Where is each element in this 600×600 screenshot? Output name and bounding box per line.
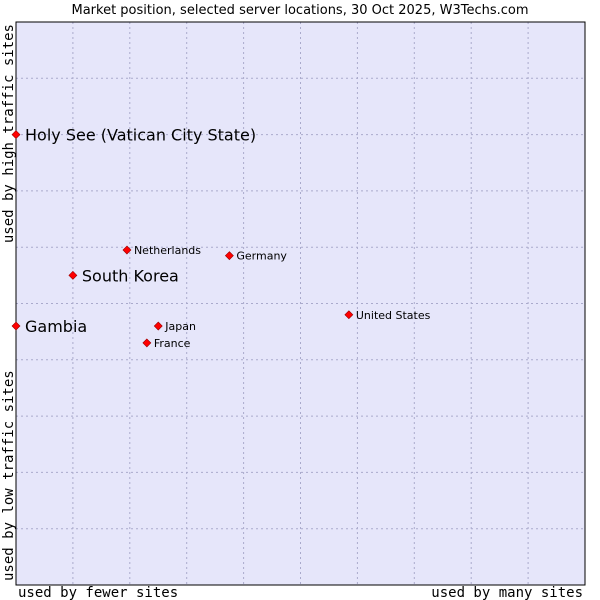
point-label-south-korea: South Korea [82,266,179,285]
point-label-france: France [154,337,191,350]
point-marker-france [142,338,152,348]
chart-title: Market position, selected server locatio… [71,3,528,18]
point-marker-holy-see-vatican-city-state [11,130,21,140]
point-marker-netherlands [122,245,132,255]
point-label-gambia: Gambia [25,317,87,336]
point-label-holy-see-vatican-city-state: Holy See (Vatican City State) [25,126,256,145]
point-label-germany: Germany [236,250,287,263]
x-axis-label-right: used by many sites [431,585,583,600]
y-axis-label-bottom: used by low traffic sites [1,370,17,581]
grid-lines [16,22,585,585]
point-marker-gambia [11,321,21,331]
point-label-japan: Japan [164,320,196,333]
y-axis-label-top: used by high traffic sites [1,24,17,243]
point-marker-japan [153,321,163,331]
point-label-united-states: United States [356,309,431,322]
point-marker-south-korea [68,270,78,280]
x-axis-label-left: used by fewer sites [18,585,178,600]
plot-border [15,21,586,586]
point-marker-united-states [344,310,354,320]
data-points: Holy See (Vatican City State) South Korea… [11,126,431,350]
point-marker-germany [224,251,234,261]
point-label-netherlands: Netherlands [134,244,201,257]
